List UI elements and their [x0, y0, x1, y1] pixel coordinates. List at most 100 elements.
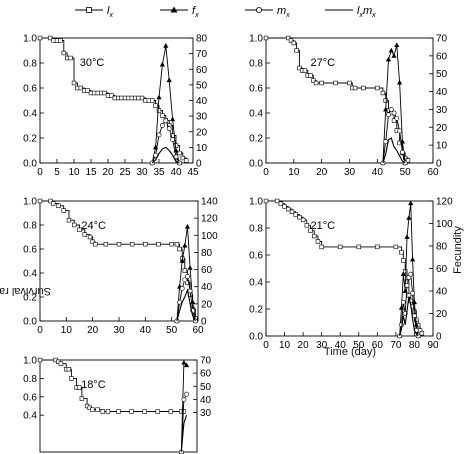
lx-point [103, 242, 109, 247]
fx-point [183, 362, 190, 368]
lx-point [79, 396, 85, 401]
y2-tick-label: 20 [201, 299, 213, 310]
y2-tick-label: 70 [436, 34, 448, 45]
chart-panel: 0.4 0.6 0.8 1.0 30 40 50 60 70 18°C [23, 356, 212, 454]
x-tick-label: 30 [344, 167, 356, 178]
y-tick-label: 1.0 [23, 356, 37, 367]
lx-point [87, 234, 93, 240]
y2-tick-label: 20 [436, 309, 448, 320]
lx-point [37, 198, 43, 204]
x-tick-label: 5 [54, 167, 60, 178]
mx-point [159, 123, 165, 128]
lx-point [289, 209, 295, 214]
mx-point [383, 139, 389, 144]
y2-tick-label: 50 [196, 80, 208, 91]
lx-point [274, 198, 280, 204]
panel-title: 30°C [80, 57, 105, 69]
mx-point [386, 112, 391, 118]
lx-point [95, 407, 100, 412]
lx-point [77, 385, 82, 390]
y2-tick-label: 10 [196, 143, 208, 154]
y-tick-label: 0.6 [249, 84, 263, 95]
y-tick-label: 1.0 [23, 197, 37, 208]
series-line [151, 146, 180, 164]
lx-point [177, 246, 182, 252]
x-tick-label: 50 [400, 167, 412, 178]
lx-point [156, 108, 162, 113]
y2-tick-label: 80 [196, 34, 208, 45]
y2-tick-label: 0 [196, 159, 202, 170]
y2-tick-label: 140 [201, 197, 218, 208]
y-tick-label: 0.0 [23, 317, 37, 328]
lx-point [282, 204, 287, 209]
series-line [40, 200, 196, 319]
x-tick-label: 40 [140, 325, 152, 336]
x-tick-label: 30 [316, 340, 328, 351]
lx-point [185, 280, 190, 285]
y2-tick-label: 60 [196, 65, 208, 76]
fx-point [184, 223, 191, 229]
lx-point [58, 38, 63, 43]
lx-point [263, 198, 269, 204]
y-axis-label-left: Survival rate (lx) [0, 285, 51, 298]
lx-point [153, 103, 158, 108]
x-tick-label: 10 [61, 325, 73, 336]
series-lxmx [382, 137, 406, 164]
fx-point [383, 106, 389, 112]
x-tick-label: 20 [316, 167, 328, 178]
lx-point [169, 242, 174, 247]
y2-tick-label: 60 [436, 51, 448, 62]
lx-point [419, 331, 425, 336]
fx-point [400, 271, 406, 277]
x-tick-label: 40 [372, 167, 384, 178]
lx-point [399, 250, 404, 255]
x-tick-label: 10 [279, 340, 291, 351]
y2-tick-label: 50 [436, 69, 448, 80]
lx-point [181, 409, 187, 414]
fx-point [179, 258, 185, 263]
lx-point [129, 242, 135, 247]
x-tick-label: 40 [170, 167, 182, 178]
fx-point [187, 265, 193, 270]
panel-title: 24°C [81, 220, 106, 232]
y-tick-label: 0.8 [249, 224, 263, 235]
y2-tick-label: 30 [436, 105, 448, 116]
lx-point [109, 93, 114, 98]
plot-frame [265, 37, 434, 164]
mx-point [182, 277, 188, 283]
lx-point [156, 242, 161, 247]
lx-point [347, 80, 352, 86]
lx-point [100, 409, 106, 414]
lx-point [300, 217, 306, 223]
lx-point [297, 215, 302, 220]
y-tick-label: 0.6 [249, 251, 263, 262]
fx-point [404, 234, 410, 239]
series-line [180, 415, 188, 453]
mx-point [170, 137, 175, 142]
y2-tick-label: 70 [196, 49, 208, 60]
x-tick-label: 50 [353, 340, 365, 351]
mx-point [400, 299, 406, 305]
series-fx [397, 200, 421, 338]
series-line [399, 296, 419, 337]
fx-point [385, 56, 392, 62]
y2-tick-label: 0 [201, 317, 207, 328]
lx-point [37, 357, 43, 363]
x-tick-label: 45 [187, 167, 199, 178]
y-tick-label: 1.0 [249, 34, 263, 45]
x-tick-label: 60 [372, 340, 384, 351]
fx-point [394, 42, 400, 48]
y2-tick-label: 40 [201, 282, 213, 293]
lx-point [37, 35, 43, 41]
lx-point [313, 80, 319, 86]
series-line [40, 359, 184, 412]
series-lx [37, 198, 198, 321]
y-tick-label: 0.8 [249, 59, 263, 70]
lx-point [143, 242, 148, 247]
series-lx [37, 35, 189, 163]
x-tick-label: 30 [136, 167, 148, 178]
y-tick-label: 0.8 [23, 374, 37, 385]
fx-point [182, 242, 188, 248]
mx-point [391, 110, 397, 116]
plot-frame [265, 200, 434, 337]
